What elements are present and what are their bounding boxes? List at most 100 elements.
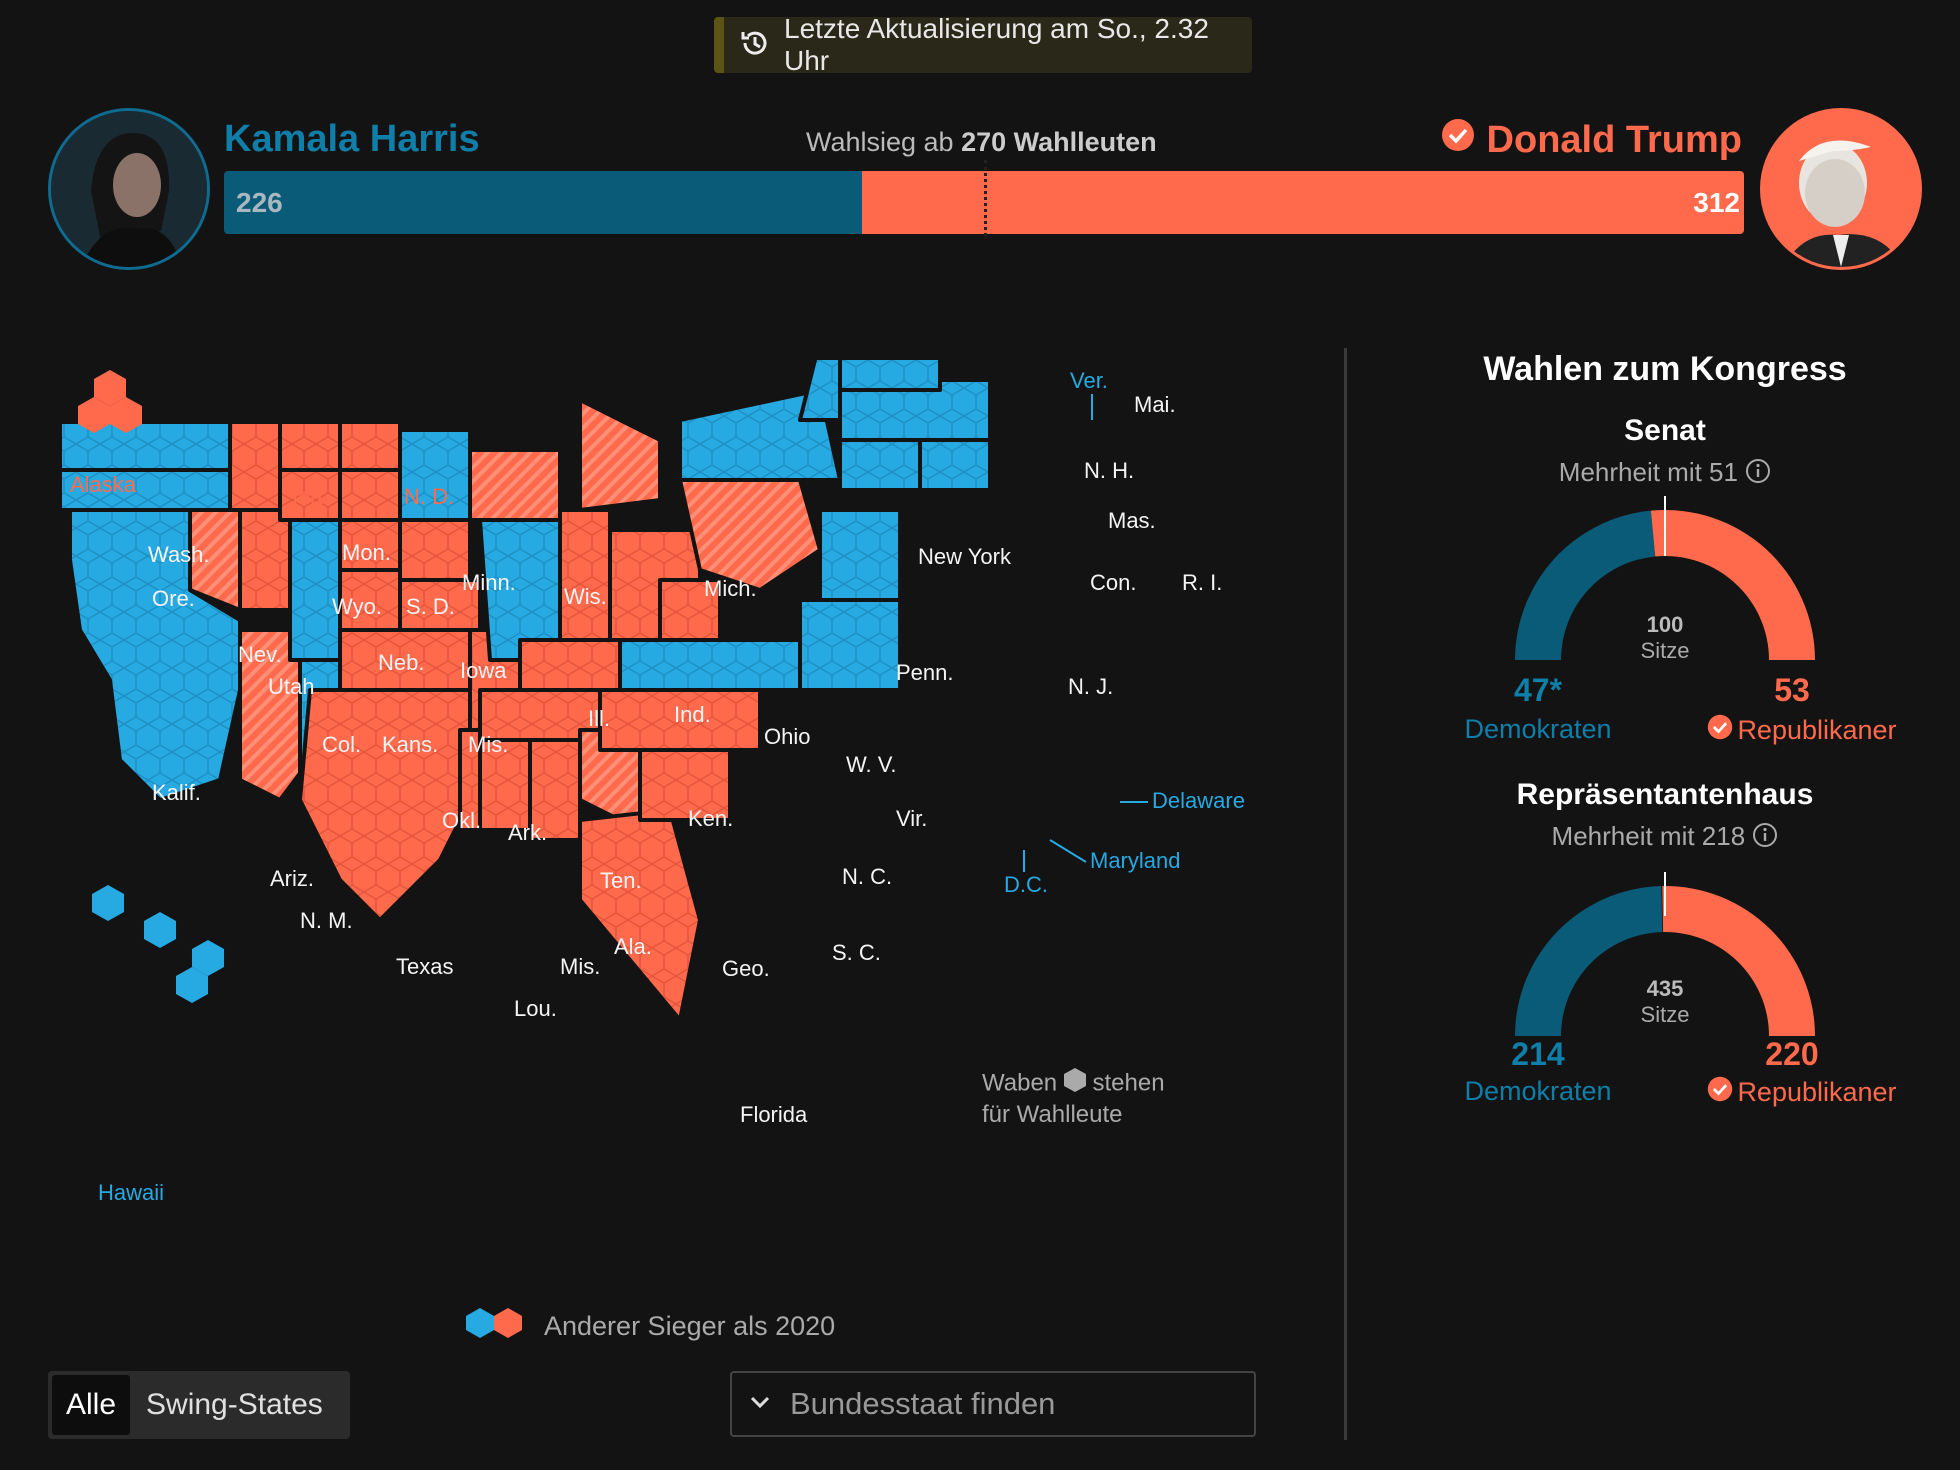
state-connecticut bbox=[838, 438, 922, 492]
state-new-jersey bbox=[818, 508, 902, 602]
label-ida: Ida. bbox=[292, 484, 329, 509]
house-title: Repräsentantenhaus bbox=[1516, 778, 1814, 811]
label-nj: N. J. bbox=[1068, 674, 1113, 699]
senate-total: 100 Sitze bbox=[1605, 612, 1725, 664]
harris-name: Kamala Harris bbox=[224, 118, 480, 160]
label-alaska: Alaska bbox=[70, 472, 137, 497]
senate-total-number: 100 bbox=[1646, 612, 1684, 637]
congress-title: Wahlen zum Kongress bbox=[1483, 350, 1847, 388]
striped-hex-icon bbox=[464, 1306, 530, 1347]
state-north-dakota bbox=[338, 420, 402, 472]
label-ri: R. I. bbox=[1182, 570, 1222, 595]
label-ark: Ark. bbox=[508, 820, 547, 845]
label-ore: Ore. bbox=[152, 586, 195, 611]
dem-electors: 226 bbox=[236, 187, 283, 218]
hawaii-hexes bbox=[92, 885, 224, 1003]
state-south-carolina bbox=[638, 748, 732, 822]
house-dem-party: Demokraten bbox=[1464, 1076, 1612, 1106]
senate-rep-arc bbox=[1650, 510, 1815, 660]
label-florida: Florida bbox=[740, 1102, 808, 1127]
hex-legend-note: Waben stehen für Wahlleute bbox=[982, 1068, 1165, 1130]
house-rep-count: 220 bbox=[1765, 1036, 1819, 1072]
label-lou: Lou. bbox=[514, 996, 557, 1021]
trump-name-row: Donald Trump bbox=[1441, 118, 1742, 162]
label-nev: Nev. bbox=[238, 642, 282, 667]
state-new-hampshire bbox=[838, 360, 942, 392]
hex-note-word2: stehen bbox=[1092, 1069, 1165, 1097]
house-total: 435 Sitze bbox=[1605, 976, 1725, 1028]
label-ohio: Ohio bbox=[764, 724, 810, 749]
label-ken: Ken. bbox=[688, 806, 733, 831]
hex-cartogram-map[interactable]: Wash. Ore. Kalif. Nev. Utah Ariz. Ida. M… bbox=[40, 360, 1280, 1290]
trump-name: Donald Trump bbox=[1486, 118, 1742, 161]
state-north-carolina bbox=[598, 688, 762, 752]
state-delaware-maryland bbox=[798, 598, 902, 692]
threshold-value: 270 Wahlleuten bbox=[961, 127, 1157, 157]
label-utah: Utah bbox=[268, 674, 314, 699]
house-dem-arc bbox=[1515, 886, 1663, 1036]
label-wash: Wash. bbox=[148, 542, 210, 567]
house-rep-party-label: Republikaner bbox=[1737, 1077, 1897, 1107]
label-ny: New York bbox=[918, 544, 1012, 569]
label-dc: D.C. bbox=[1004, 872, 1048, 897]
chevron-down-icon bbox=[748, 1386, 772, 1422]
state-iowa bbox=[398, 518, 472, 582]
electoral-bar bbox=[224, 171, 1744, 234]
label-kalif: Kalif. bbox=[152, 780, 201, 805]
label-mich: Mich. bbox=[704, 576, 757, 601]
state-vermont bbox=[798, 360, 842, 422]
label-ind: Ind. bbox=[674, 702, 711, 727]
senate-dem-count: 47* bbox=[1513, 672, 1563, 708]
label-ala: Ala. bbox=[614, 934, 652, 959]
senate-seats-label: Sitze bbox=[1640, 638, 1690, 663]
label-ten: Ten. bbox=[600, 868, 642, 893]
label-ill: Ill. bbox=[588, 706, 610, 731]
state-filter-toggle: Alle Swing-States bbox=[48, 1371, 350, 1439]
info-icon[interactable] bbox=[1745, 458, 1771, 491]
state-search-select[interactable]: Bundesstaat finden bbox=[730, 1371, 1256, 1437]
state-search-placeholder: Bundesstaat finden bbox=[790, 1386, 1056, 1421]
state-michigan bbox=[578, 398, 662, 512]
state-wisconsin bbox=[468, 448, 562, 522]
senate-rep-count: 53 bbox=[1774, 672, 1810, 708]
electoral-bar-rep bbox=[862, 171, 1744, 234]
label-geo: Geo. bbox=[722, 956, 770, 981]
threshold-marker bbox=[984, 160, 987, 236]
label-kans: Kans. bbox=[382, 732, 438, 757]
label-penn: Penn. bbox=[896, 660, 954, 685]
harris-avatar bbox=[48, 108, 210, 270]
label-vir: Vir. bbox=[896, 806, 927, 831]
label-sc: S. C. bbox=[832, 940, 881, 965]
alaska-hexes bbox=[78, 370, 142, 433]
trump-avatar bbox=[1760, 108, 1922, 270]
state-florida bbox=[578, 808, 702, 1022]
label-delaware: Delaware bbox=[1152, 788, 1245, 813]
label-nm: N. M. bbox=[300, 908, 353, 933]
filter-all-button[interactable]: Alle bbox=[52, 1375, 131, 1435]
changed-winner-legend: Anderer Sieger als 2020 bbox=[464, 1306, 835, 1347]
house-total-number: 435 bbox=[1646, 976, 1684, 1001]
senate-rep-party: Republikaner bbox=[1692, 714, 1912, 747]
state-south-dakota bbox=[338, 468, 402, 522]
info-icon[interactable] bbox=[1752, 822, 1778, 855]
label-ver: Ver. bbox=[1070, 368, 1108, 393]
state-washington bbox=[58, 420, 242, 472]
label-col: Col. bbox=[322, 732, 361, 757]
last-update-text: Letzte Aktualisierung am So., 2.32 Uhr bbox=[784, 13, 1209, 76]
last-update-banner: Letzte Aktualisierung am So., 2.32 Uhr bbox=[714, 13, 1252, 76]
label-nd: N. D. bbox=[404, 484, 454, 509]
label-mis: Mis. bbox=[468, 732, 508, 757]
hex-note-word3: für Wahlleute bbox=[982, 1101, 1123, 1128]
filter-swing-states-button[interactable]: Swing-States bbox=[146, 1388, 323, 1421]
label-wis: Wis. bbox=[564, 584, 607, 609]
label-minn: Minn. bbox=[462, 570, 516, 595]
label-texas: Texas bbox=[396, 954, 453, 979]
changed-legend-text: Anderer Sieger als 2020 bbox=[544, 1311, 836, 1341]
label-sd: S. D. bbox=[406, 594, 455, 619]
panel-divider bbox=[1344, 348, 1347, 1440]
label-mon: Mon. bbox=[342, 540, 391, 565]
label-nc: N. C. bbox=[842, 864, 892, 889]
rep-electors: 312 bbox=[1693, 187, 1740, 218]
state-utah bbox=[238, 508, 292, 612]
label-con: Con. bbox=[1090, 570, 1136, 595]
